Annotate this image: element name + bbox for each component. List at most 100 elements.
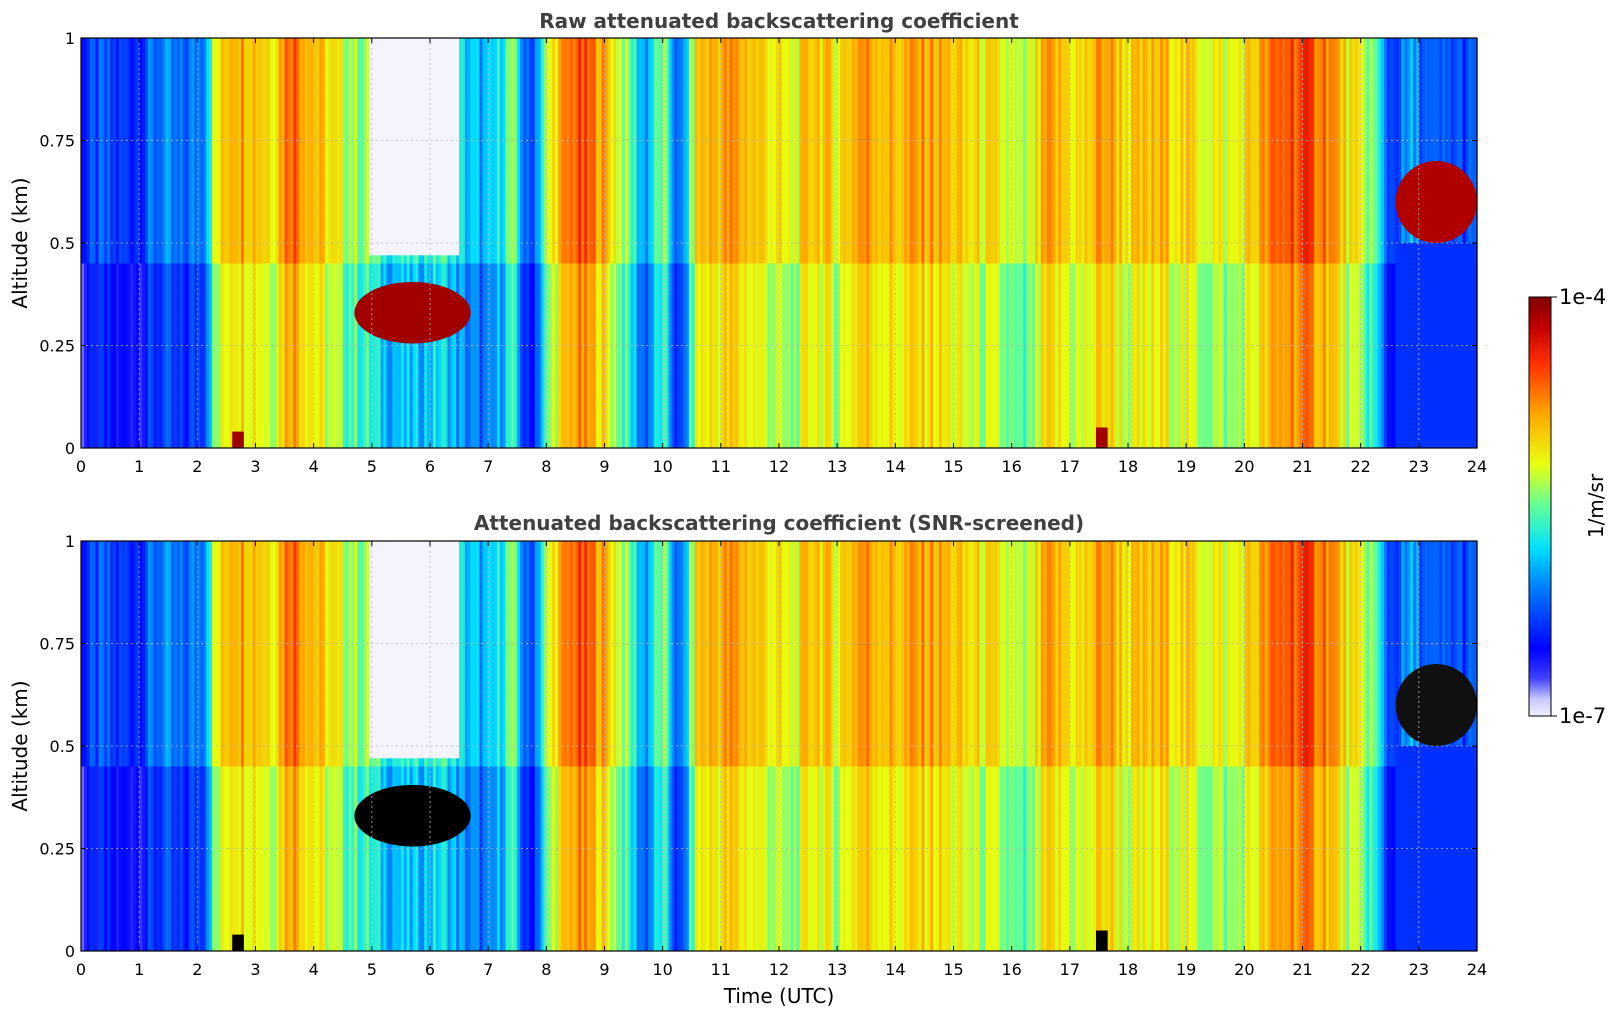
- heatmap-column: [976, 766, 981, 951]
- heatmap-column: [284, 263, 289, 448]
- heatmap-column: [299, 263, 303, 448]
- heatmap-column: [700, 766, 704, 951]
- heatmap-column: [1046, 766, 1051, 951]
- heatmap-column: [1250, 263, 1254, 448]
- heatmap-column: [834, 766, 838, 951]
- panel-snr-screened: Attenuated backscattering coefficient (S…: [8, 511, 1487, 1008]
- heatmap-column: [1241, 263, 1245, 448]
- heatmap-column: [255, 766, 260, 951]
- heatmap-column: [1474, 541, 1478, 767]
- heatmap-column: [159, 541, 164, 767]
- heatmap-column: [316, 766, 321, 951]
- heatmap-column: [1221, 38, 1225, 264]
- heatmap-column: [299, 38, 303, 264]
- heatmap-column: [240, 541, 245, 767]
- heatmap-column: [325, 541, 329, 767]
- heatmap-column: [220, 263, 225, 448]
- heatmap-column: [403, 766, 408, 951]
- heatmap-column: [1157, 263, 1161, 448]
- heatmap-column: [264, 263, 268, 448]
- heatmap-column: [802, 263, 806, 448]
- heatmap-column: [162, 263, 166, 448]
- heatmap-column: [895, 38, 899, 264]
- heatmap-column: [328, 766, 332, 951]
- heatmap-column: [845, 263, 850, 448]
- heatmap-column: [1279, 541, 1283, 767]
- heatmap-column: [427, 766, 431, 951]
- heatmap-column: [322, 38, 326, 264]
- heatmap-column: [171, 38, 175, 264]
- heatmap-column: [467, 541, 472, 767]
- heatmap-column: [92, 263, 97, 448]
- heatmap-column: [909, 541, 914, 767]
- heatmap-column: [1459, 541, 1464, 767]
- heatmap-column: [656, 263, 661, 448]
- heatmap-column: [880, 766, 885, 951]
- heatmap-column: [651, 38, 655, 264]
- heatmap-column: [86, 766, 91, 951]
- heatmap-column: [1078, 766, 1083, 951]
- heatmap-column: [738, 263, 742, 448]
- heatmap-column: [589, 541, 594, 767]
- heatmap-column: [293, 38, 297, 264]
- x-tick-label: 22: [1350, 960, 1370, 979]
- heatmap-column: [1162, 766, 1167, 951]
- heatmap-column: [174, 263, 178, 448]
- heatmap-column: [1081, 766, 1085, 951]
- heatmap-column: [1363, 541, 1368, 767]
- heatmap-column: [889, 541, 894, 767]
- heatmap-column: [374, 263, 379, 448]
- heatmap-column: [566, 766, 571, 951]
- heatmap-column: [144, 541, 149, 767]
- heatmap-column: [715, 766, 719, 951]
- heatmap-column: [345, 263, 350, 448]
- heatmap-column: [557, 38, 562, 264]
- heatmap-column: [339, 38, 344, 264]
- heatmap-column: [368, 263, 373, 448]
- heatmap-column: [412, 766, 417, 951]
- heatmap-column: [127, 38, 132, 264]
- heatmap-column: [645, 263, 649, 448]
- heatmap-column: [476, 766, 481, 951]
- heatmap-column: [915, 541, 920, 767]
- heatmap-column: [1098, 541, 1103, 767]
- heatmap-column: [249, 766, 254, 951]
- heatmap-column: [232, 263, 236, 448]
- heatmap-column: [421, 263, 425, 448]
- heatmap-column: [950, 38, 955, 264]
- heatmap-column: [130, 38, 134, 264]
- heatmap-column: [360, 541, 364, 767]
- heatmap-column: [747, 38, 751, 264]
- heatmap-column: [200, 766, 204, 951]
- heatmap-column: [1302, 541, 1307, 767]
- heatmap-column: [1218, 263, 1222, 448]
- heatmap-column: [895, 541, 899, 767]
- heatmap-column: [930, 263, 934, 448]
- heatmap-column: [290, 541, 294, 767]
- heatmap-column: [688, 38, 693, 264]
- heatmap-column: [720, 541, 725, 767]
- heatmap-column: [543, 541, 547, 767]
- x-tick-label: 6: [425, 457, 435, 476]
- heatmap-column: [1037, 541, 1042, 767]
- heatmap-column: [982, 263, 987, 448]
- heatmap-column: [89, 541, 94, 767]
- heatmap-column: [616, 263, 620, 448]
- heatmap-column: [488, 766, 492, 951]
- heatmap-column: [653, 766, 658, 951]
- heatmap-column: [377, 263, 382, 448]
- heatmap-column: [962, 263, 966, 448]
- heatmap-column: [1366, 38, 1370, 264]
- heatmap-column: [781, 263, 786, 448]
- heatmap-column: [211, 38, 216, 264]
- heatmap-column: [1084, 541, 1088, 767]
- heatmap-column: [860, 263, 864, 448]
- heatmap-column: [1165, 263, 1170, 448]
- heatmap-column: [569, 263, 574, 448]
- heatmap-column: [770, 541, 774, 767]
- heatmap-column: [674, 541, 678, 767]
- heatmap-column: [694, 38, 699, 264]
- heatmap-column: [1241, 766, 1245, 951]
- heatmap-column: [697, 766, 702, 951]
- heatmap-column: [136, 263, 140, 448]
